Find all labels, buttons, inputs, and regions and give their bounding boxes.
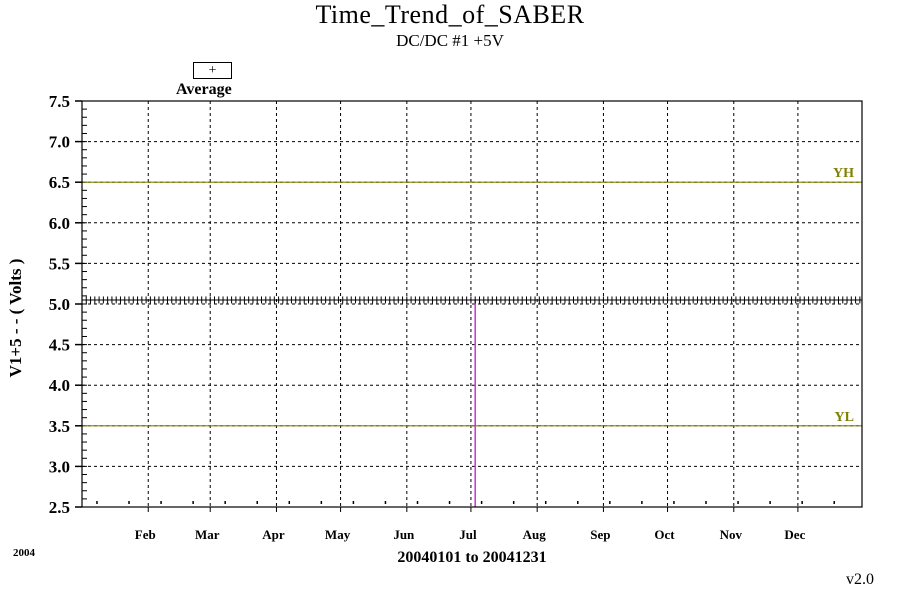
y-tick-label: 7.5 [49,92,70,111]
x-tick-label: Aug [523,527,547,542]
x-tick-label: Nov [720,527,743,542]
y-tick-label: 5.5 [49,254,70,273]
legend-label: Average [176,81,232,98]
year-label: 2004 [13,547,35,559]
limit-label-yl: YL [835,410,854,425]
x-tick-label: May [325,527,351,542]
y-tick-label: 3.0 [49,457,70,476]
limit-label-yh: YH [833,166,854,181]
x-tick-label: Jul [459,527,477,542]
chart-subtitle: DC/DC #1 +5V [396,31,504,50]
x-tick-label: Mar [195,527,220,542]
y-tick-label: 6.0 [49,214,70,233]
x-axis-label: 20040101 to 20041231 [397,549,547,566]
y-tick-label: 6.5 [49,173,70,192]
y-tick-label: 4.0 [49,376,70,395]
x-tick-label: Oct [654,527,675,542]
x-tick-label: Apr [262,527,285,542]
plot-frame [81,100,863,508]
x-tick-label: Dec [784,527,805,542]
x-tick-label: Sep [590,527,610,542]
x-tick-label: Jun [393,527,415,542]
version-label: v2.0 [846,571,874,588]
y-tick-label: 7.0 [49,133,70,152]
y-tick-label: 4.5 [49,336,70,355]
legend-symbol: + [193,62,232,79]
chart-title: Time_Trend_of_SABER [315,0,585,29]
y-tick-label: 5.0 [49,295,70,314]
y-tick-label: 3.5 [49,417,70,436]
y-tick-label: 2.5 [49,498,70,517]
x-tick-label: Feb [135,527,156,542]
